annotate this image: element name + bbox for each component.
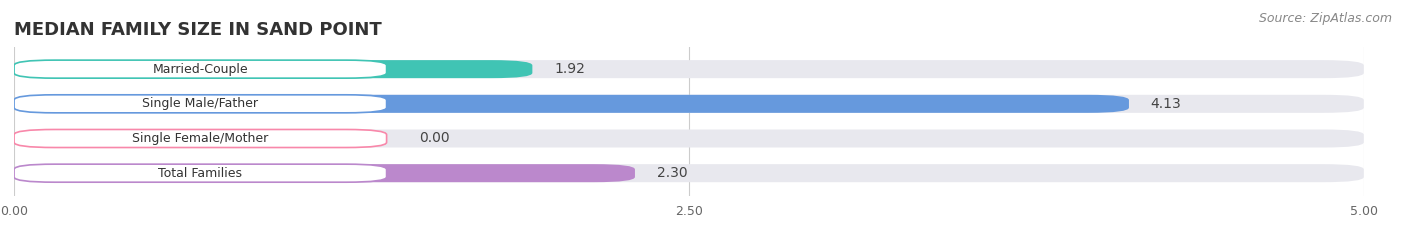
FancyBboxPatch shape	[14, 164, 1364, 182]
Text: Single Male/Father: Single Male/Father	[142, 97, 259, 110]
FancyBboxPatch shape	[14, 164, 387, 182]
FancyBboxPatch shape	[14, 95, 1129, 113]
Text: Source: ZipAtlas.com: Source: ZipAtlas.com	[1258, 12, 1392, 25]
Text: MEDIAN FAMILY SIZE IN SAND POINT: MEDIAN FAMILY SIZE IN SAND POINT	[14, 21, 382, 39]
Text: Single Female/Mother: Single Female/Mother	[132, 132, 269, 145]
FancyBboxPatch shape	[14, 60, 387, 78]
Text: Married-Couple: Married-Couple	[152, 63, 247, 76]
FancyBboxPatch shape	[14, 130, 1364, 147]
FancyBboxPatch shape	[14, 60, 533, 78]
FancyBboxPatch shape	[14, 95, 387, 113]
FancyBboxPatch shape	[14, 130, 387, 147]
Text: 0.00: 0.00	[419, 131, 450, 145]
Text: Total Families: Total Families	[159, 167, 242, 180]
Text: 2.30: 2.30	[657, 166, 688, 180]
FancyBboxPatch shape	[14, 95, 1364, 113]
FancyBboxPatch shape	[14, 60, 1364, 78]
FancyBboxPatch shape	[14, 164, 636, 182]
Text: 4.13: 4.13	[1150, 97, 1181, 111]
Text: 1.92: 1.92	[554, 62, 585, 76]
